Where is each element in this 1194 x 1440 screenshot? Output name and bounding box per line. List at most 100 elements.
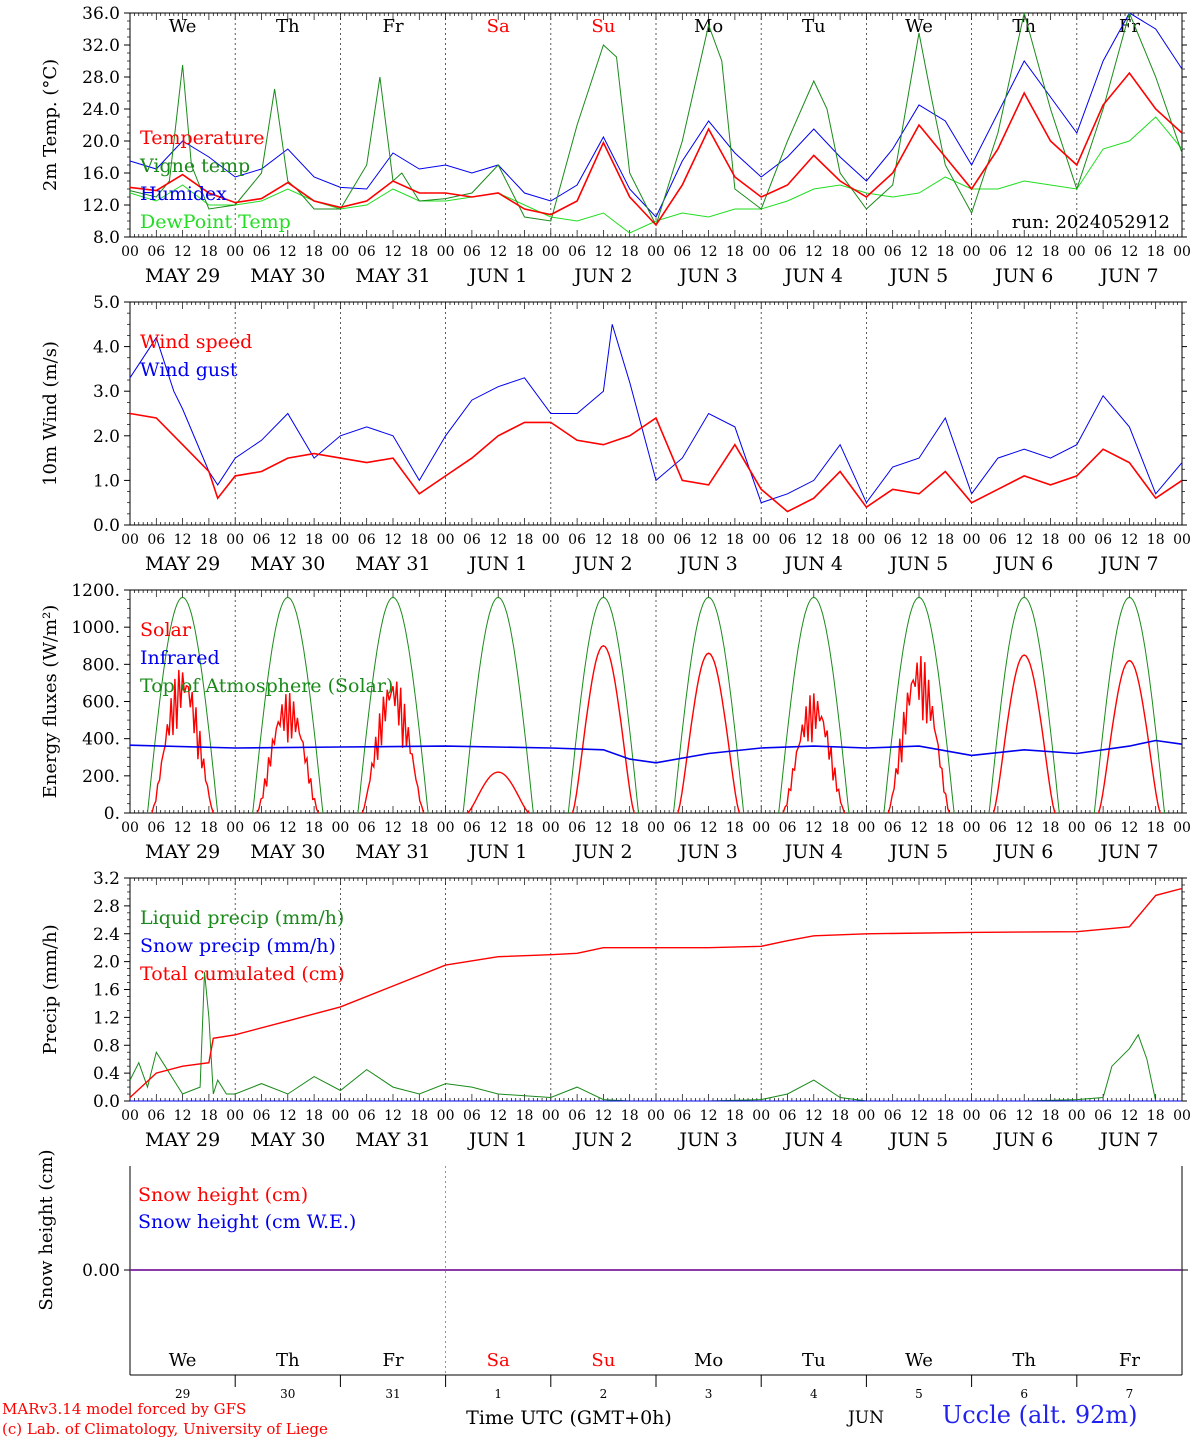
hour-tick-label: 00 (226, 1108, 244, 1124)
series-line (129, 324, 1183, 504)
date-label: JUN 4 (783, 265, 843, 287)
hour-tick-label: 12 (1120, 532, 1138, 548)
hour-tick-label: 00 (963, 820, 981, 836)
hour-tick-label: 06 (1094, 820, 1112, 836)
date-label: JUN 3 (677, 1129, 737, 1151)
legend-entry: Vigne temp (139, 155, 250, 177)
solar-line (151, 645, 1161, 814)
y-tick-label: 4.0 (93, 338, 120, 358)
hour-tick-label: 00 (542, 244, 560, 260)
hour-tick-label: 06 (147, 1108, 165, 1124)
hour-tick-label: 12 (1120, 820, 1138, 836)
hour-tick-label: 18 (305, 532, 323, 548)
hour-tick-label: 12 (910, 1108, 928, 1124)
hour-tick-label: 06 (463, 532, 481, 548)
legend-entry: Humidex (140, 183, 227, 205)
y-tick-label: 0.8 (93, 1036, 120, 1056)
hour-tick-label: 18 (621, 1108, 639, 1124)
weekday-label: Tu (802, 1350, 826, 1371)
date-label: JUN 5 (888, 265, 948, 287)
y-tick-label: 0. (104, 804, 120, 824)
date-label: JUN 1 (467, 553, 527, 575)
series-line (129, 71, 1183, 227)
y-tick-label: 28.0 (82, 68, 120, 88)
y-tick-label: 800. (82, 655, 120, 675)
date-label: MAY 29 (145, 265, 220, 287)
date-label: MAY 30 (250, 1129, 325, 1151)
hour-tick-label: 06 (989, 532, 1007, 548)
hour-tick-label: 06 (463, 820, 481, 836)
hour-tick-label: 06 (673, 532, 691, 548)
legend-entry: Wind speed (140, 331, 252, 353)
hour-tick-label: 12 (700, 244, 718, 260)
y-tick-label: 32.0 (82, 36, 120, 56)
weekday-label: Su (591, 1350, 615, 1371)
hour-tick-label: 18 (200, 1108, 218, 1124)
date-label: JUN 7 (1098, 265, 1158, 287)
y-axis-label: Precip (mm/h) (40, 924, 61, 1054)
hour-tick-label: 12 (594, 1108, 612, 1124)
hour-tick-label: 00 (857, 1108, 875, 1124)
hour-tick-label: 00 (1173, 1108, 1191, 1124)
run-label: run: 2024052912 (1012, 212, 1170, 233)
y-axis-label: Energy fluxes (W/m²) (40, 605, 61, 799)
hour-tick-label: 18 (831, 1108, 849, 1124)
date-label: MAY 29 (145, 1129, 220, 1151)
day-number-label: 6 (1020, 1387, 1028, 1401)
hour-tick-label: 12 (384, 820, 402, 836)
y-tick-label: 0.00 (82, 1261, 120, 1281)
hour-tick-label: 18 (1042, 532, 1060, 548)
date-label: JUN 2 (572, 553, 632, 575)
hour-tick-label: 12 (1015, 532, 1033, 548)
date-label: JUN 6 (993, 553, 1053, 575)
hour-tick-label: 06 (673, 820, 691, 836)
hour-tick-label: 12 (700, 1108, 718, 1124)
hour-tick-label: 00 (226, 820, 244, 836)
hour-tick-label: 18 (726, 820, 744, 836)
hour-tick-label: 12 (174, 244, 192, 260)
hour-tick-label: 06 (568, 532, 586, 548)
weekday-label: We (905, 1350, 933, 1371)
hour-tick-label: 12 (489, 820, 507, 836)
hour-tick-label: 00 (226, 532, 244, 548)
date-label: JUN 3 (677, 841, 737, 863)
day-number-label: 30 (280, 1387, 295, 1401)
hour-tick-label: 00 (331, 244, 349, 260)
hour-tick-label: 18 (516, 532, 534, 548)
legend-entry: Snow height (cm W.E.) (138, 1211, 356, 1233)
hour-tick-label: 00 (226, 244, 244, 260)
weekday-label: Th (1012, 16, 1036, 37)
hour-tick-label: 06 (147, 820, 165, 836)
legend-entry: Temperature (140, 127, 264, 149)
hour-tick-label: 00 (542, 1108, 560, 1124)
hour-tick-label: 12 (594, 532, 612, 548)
hour-tick-label: 00 (752, 1108, 770, 1124)
date-label: JUN 1 (467, 841, 527, 863)
y-tick-label: 5.0 (93, 293, 120, 313)
y-tick-label: 1.0 (93, 471, 120, 491)
y-tick-label: 600. (82, 693, 120, 713)
hour-tick-label: 12 (279, 1108, 297, 1124)
weekday-label: Fr (382, 1350, 403, 1371)
y-tick-label: 2.0 (93, 427, 120, 447)
hour-tick-label: 12 (279, 244, 297, 260)
hour-tick-label: 12 (910, 244, 928, 260)
hour-tick-label: 00 (331, 1108, 349, 1124)
hour-tick-label: 12 (700, 532, 718, 548)
hour-tick-label: 06 (884, 532, 902, 548)
hour-tick-label: 18 (936, 1108, 954, 1124)
hour-tick-label: 00 (1068, 820, 1086, 836)
hour-tick-label: 00 (647, 532, 665, 548)
hour-tick-label: 00 (437, 1108, 455, 1124)
lab-credit: (c) Lab. of Climatology, University of L… (2, 1420, 328, 1438)
hour-tick-label: 12 (174, 820, 192, 836)
hour-tick-label: 06 (673, 1108, 691, 1124)
hour-tick-label: 18 (726, 1108, 744, 1124)
hour-tick-label: 12 (910, 532, 928, 548)
hour-tick-label: 00 (437, 820, 455, 836)
date-label: JUN 5 (888, 553, 948, 575)
hour-tick-label: 06 (568, 1108, 586, 1124)
date-label: JUN 7 (1098, 1129, 1158, 1151)
hour-tick-label: 18 (410, 1108, 428, 1124)
y-tick-label: 16.0 (82, 164, 120, 184)
